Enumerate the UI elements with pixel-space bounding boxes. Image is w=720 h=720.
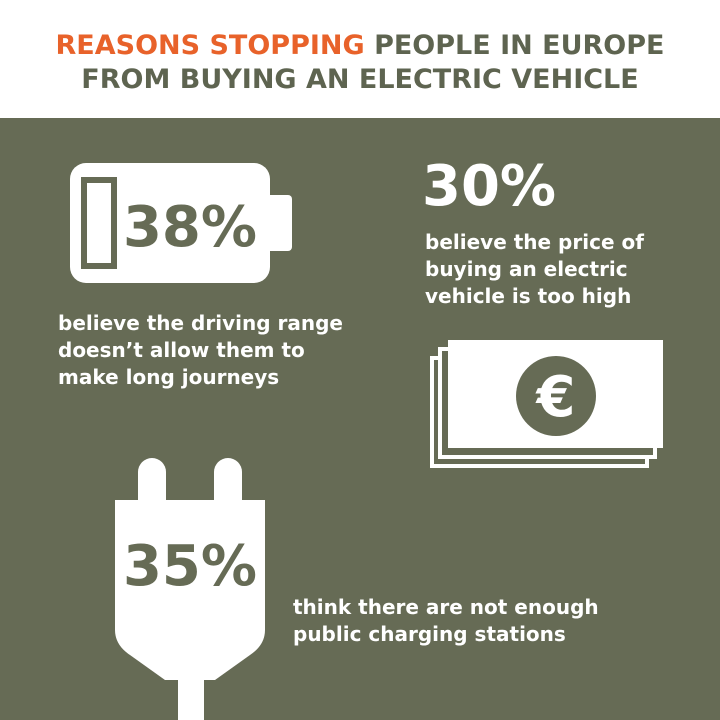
- currency-symbol: €: [535, 365, 576, 430]
- plug-icon: [115, 458, 265, 720]
- stat-text: think there are not enough: [293, 595, 599, 619]
- stat-value: 35%: [123, 534, 257, 599]
- title-line-2: FROM BUYING AN ELECTRIC VEHICLE: [81, 64, 638, 95]
- stat-value: 38%: [123, 195, 257, 260]
- stat-value: 30%: [422, 154, 556, 219]
- stat-text: public charging stations: [293, 622, 566, 646]
- battery-icon: [70, 163, 270, 283]
- stat-text: believe the driving range: [58, 311, 343, 335]
- stat-text: make long journeys: [58, 365, 279, 389]
- title-rest: PEOPLE IN EUROPE: [374, 30, 664, 61]
- battery-level: [81, 177, 117, 269]
- banknotes-icon: [430, 340, 663, 468]
- title-highlight: REASONS STOPPING: [56, 30, 365, 61]
- title-line-1: REASONS STOPPING PEOPLE IN EUROPE: [56, 30, 665, 61]
- stat-text: buying an electric: [425, 257, 628, 281]
- header-bg: [0, 0, 720, 118]
- stat-text: doesn’t allow them to: [58, 338, 305, 362]
- battery-terminal: [266, 195, 292, 251]
- stat-text: believe the price of: [425, 230, 644, 254]
- stat-text: vehicle is too high: [425, 284, 631, 308]
